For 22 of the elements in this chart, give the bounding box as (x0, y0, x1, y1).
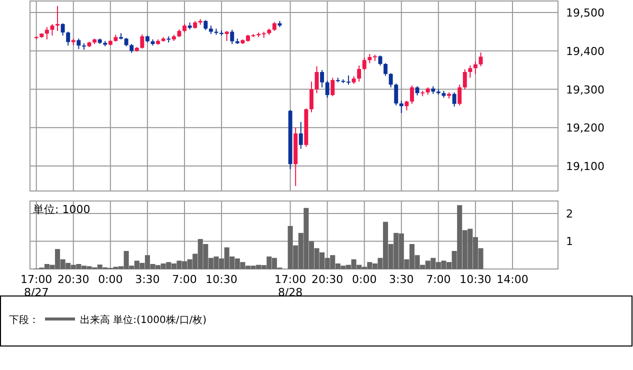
y-tick-label: 2 (566, 207, 573, 220)
x-tick-label: 3:30 (135, 273, 160, 286)
x-tick-label: 20:30 (311, 273, 344, 286)
legend-label: 出来高 単位:(1000株/口/枚) (80, 314, 207, 326)
y-tick-label: 19,400 (566, 44, 604, 58)
legend: 下段： 出来高 単位:(1000株/口/枚) (0, 296, 632, 346)
x-tick-label: 20:30 (58, 273, 90, 286)
annotation: 単位: 1000 (33, 203, 90, 216)
y-tick-label: 1 (566, 235, 573, 248)
y-tick-label: 19,100 (566, 160, 604, 174)
x-tick-label: 10:30 (460, 273, 492, 286)
x-tick-label: 10:30 (206, 273, 238, 286)
x-tick-label: 0:00 (98, 273, 123, 286)
y-tick-label: 19,500 (566, 6, 604, 20)
x-tick-label: 3:30 (389, 273, 414, 286)
legend-title: 下段： (9, 314, 39, 326)
x-tick-label: 7:00 (426, 273, 451, 286)
y-tick-label: 19,200 (566, 122, 604, 135)
x-tick-label: 14:00 (496, 273, 528, 286)
y-tick-label: 19,300 (566, 83, 604, 96)
x-tick-label: 7:00 (172, 273, 197, 286)
x-tick-label: 0:00 (352, 273, 377, 286)
